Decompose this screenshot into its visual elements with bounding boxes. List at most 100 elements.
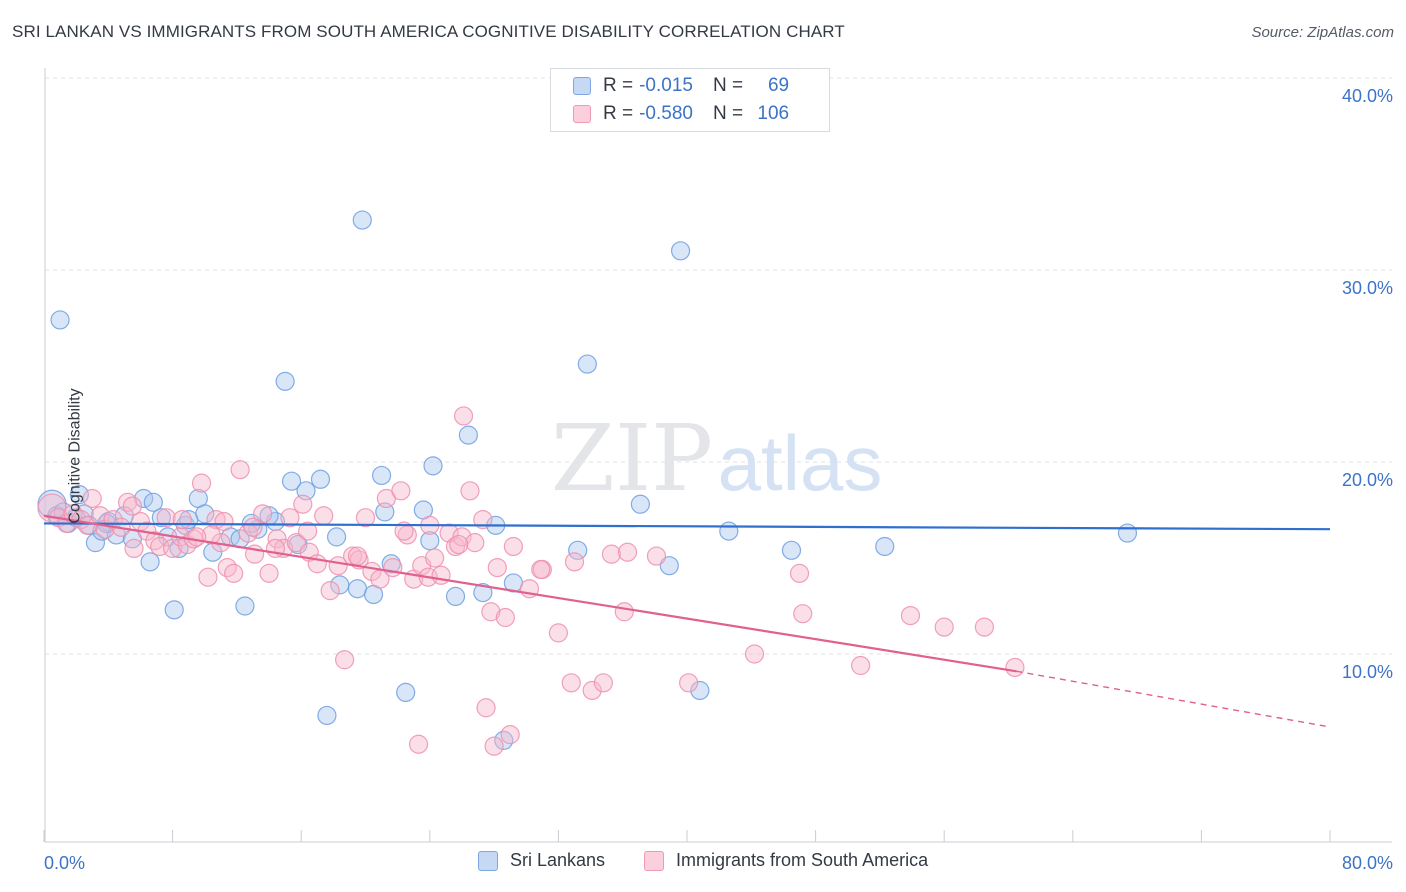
- immigrants-point: [224, 563, 244, 583]
- sri-lankans-point: [310, 469, 331, 489]
- immigrants-point: [789, 563, 810, 583]
- immigrants-point: [679, 673, 699, 693]
- y-axis-label: Cognitive Disability: [66, 388, 84, 524]
- sri-lankans-point: [140, 552, 160, 572]
- sri-lankans-point: [719, 521, 739, 541]
- immigrants-point: [156, 508, 176, 528]
- immigrants-point: [601, 544, 622, 564]
- grid-lines: [45, 77, 1392, 655]
- sri-lankans-point: [69, 485, 89, 505]
- immigrants-point: [280, 508, 300, 528]
- x-tick-label-max: 80.0%: [1342, 853, 1393, 873]
- immigrants-point: [82, 488, 102, 509]
- immigrants-point: [286, 533, 306, 553]
- immigrants-point: [198, 567, 218, 587]
- legend-r-value: -0.015: [639, 75, 693, 96]
- immigrants-point: [335, 650, 355, 670]
- legend-n-value: 69: [767, 75, 790, 96]
- immigrants-point: [453, 406, 474, 426]
- sri-lankans-point: [690, 680, 710, 701]
- immigrants-point: [500, 725, 520, 745]
- legend-n-label: N =: [712, 75, 744, 96]
- sri-lankans-point: [317, 705, 337, 726]
- sri-lankans-point: [164, 600, 184, 620]
- watermark: ZIP atlas: [551, 405, 882, 512]
- trend-line-immigrants-extrapolated: [1016, 670, 1331, 728]
- immigrants-point: [163, 538, 183, 559]
- immigrants-point: [481, 602, 501, 622]
- immigrants-point: [646, 546, 667, 566]
- trend-lines: [43, 514, 1331, 728]
- immigrants-point: [614, 602, 634, 622]
- immigrants-point: [243, 517, 263, 537]
- immigrants-point: [744, 644, 765, 664]
- series-immigrants-south-america: [37, 406, 1025, 756]
- immigrants-point: [974, 617, 994, 637]
- trend-line-sri-lankans: [43, 522, 1331, 531]
- immigrants-point: [230, 460, 250, 480]
- legend-item-immigrants: Immigrants from South America: [644, 850, 928, 871]
- immigrants-point: [593, 673, 614, 693]
- sri-lankans-point: [396, 682, 416, 703]
- immigrants-point: [172, 509, 192, 530]
- sri-lankans-point: [371, 465, 392, 486]
- immigrants-point: [253, 504, 273, 524]
- immigrants-point: [201, 525, 221, 545]
- immigrants-point: [191, 473, 212, 493]
- immigrants-point: [548, 623, 569, 643]
- tick-labels: 10.0% 20.0% 30.0% 40.0% 0.0% 80.0%: [44, 86, 1393, 873]
- immigrants-point: [487, 557, 507, 578]
- sri-lankans-point: [50, 310, 70, 330]
- immigrants-point: [900, 605, 921, 626]
- immigrants-point: [495, 607, 515, 628]
- immigrants-point: [564, 552, 585, 572]
- immigrants-point: [431, 565, 451, 585]
- sri-lankans-point: [781, 540, 802, 560]
- immigrants-point: [465, 533, 485, 553]
- immigrants-point: [259, 563, 279, 583]
- series-legend: Sri Lankans Immigrants from South Americ…: [0, 850, 1406, 878]
- immigrants-point: [476, 698, 496, 718]
- sri-lankans-point: [143, 492, 163, 512]
- sri-lankans-point: [445, 586, 466, 607]
- source-label: Source: ZipAtlas.com: [1251, 24, 1394, 41]
- watermark-atlas: atlas: [718, 419, 883, 507]
- sri-lankans-point: [352, 210, 372, 230]
- sri-lankans-point: [568, 540, 588, 560]
- watermark-zip: ZIP: [551, 405, 713, 512]
- sri-lankans-point: [458, 425, 478, 445]
- immigrants-point: [122, 496, 143, 516]
- sri-lankans-point: [423, 456, 443, 476]
- legend-n-value: 106: [757, 103, 790, 124]
- legend-swatch-blue: [478, 850, 498, 871]
- sri-lankans-point: [281, 471, 302, 491]
- x-tick-label-min: 0.0%: [44, 853, 85, 873]
- sri-lankans-point: [326, 527, 347, 547]
- sri-lankans-point: [659, 556, 679, 576]
- y-tick-label-0: 10.0%: [1342, 662, 1393, 682]
- immigrants-point: [1005, 657, 1025, 678]
- immigrants-point: [391, 481, 411, 501]
- immigrants-point: [851, 655, 871, 676]
- sri-lankans-point: [630, 494, 650, 514]
- immigrants-point: [425, 548, 445, 568]
- immigrants-point: [445, 536, 466, 557]
- immigrants-point: [320, 581, 340, 601]
- y-tick-label-1: 20.0%: [1342, 470, 1393, 490]
- immigrants-point: [383, 557, 403, 578]
- sri-lankans-point: [134, 488, 154, 509]
- immigrants-point: [460, 481, 480, 501]
- legend-r-value: -0.580: [639, 103, 693, 124]
- legend-r-label: R =: [603, 103, 634, 124]
- immigrants-point: [473, 509, 493, 530]
- immigrants-point: [214, 511, 234, 532]
- immigrants-point: [503, 536, 523, 557]
- legend-row-immigrants: R = -0.580 N = 106: [573, 101, 789, 127]
- axes: [43, 68, 1392, 843]
- immigrants-point: [394, 521, 414, 541]
- trend-line-immigrants: [43, 514, 1017, 673]
- legend-r-label: R =: [603, 75, 634, 96]
- sri-lankans-point: [85, 533, 106, 553]
- immigrants-point: [408, 734, 429, 754]
- immigrants-point: [293, 494, 313, 514]
